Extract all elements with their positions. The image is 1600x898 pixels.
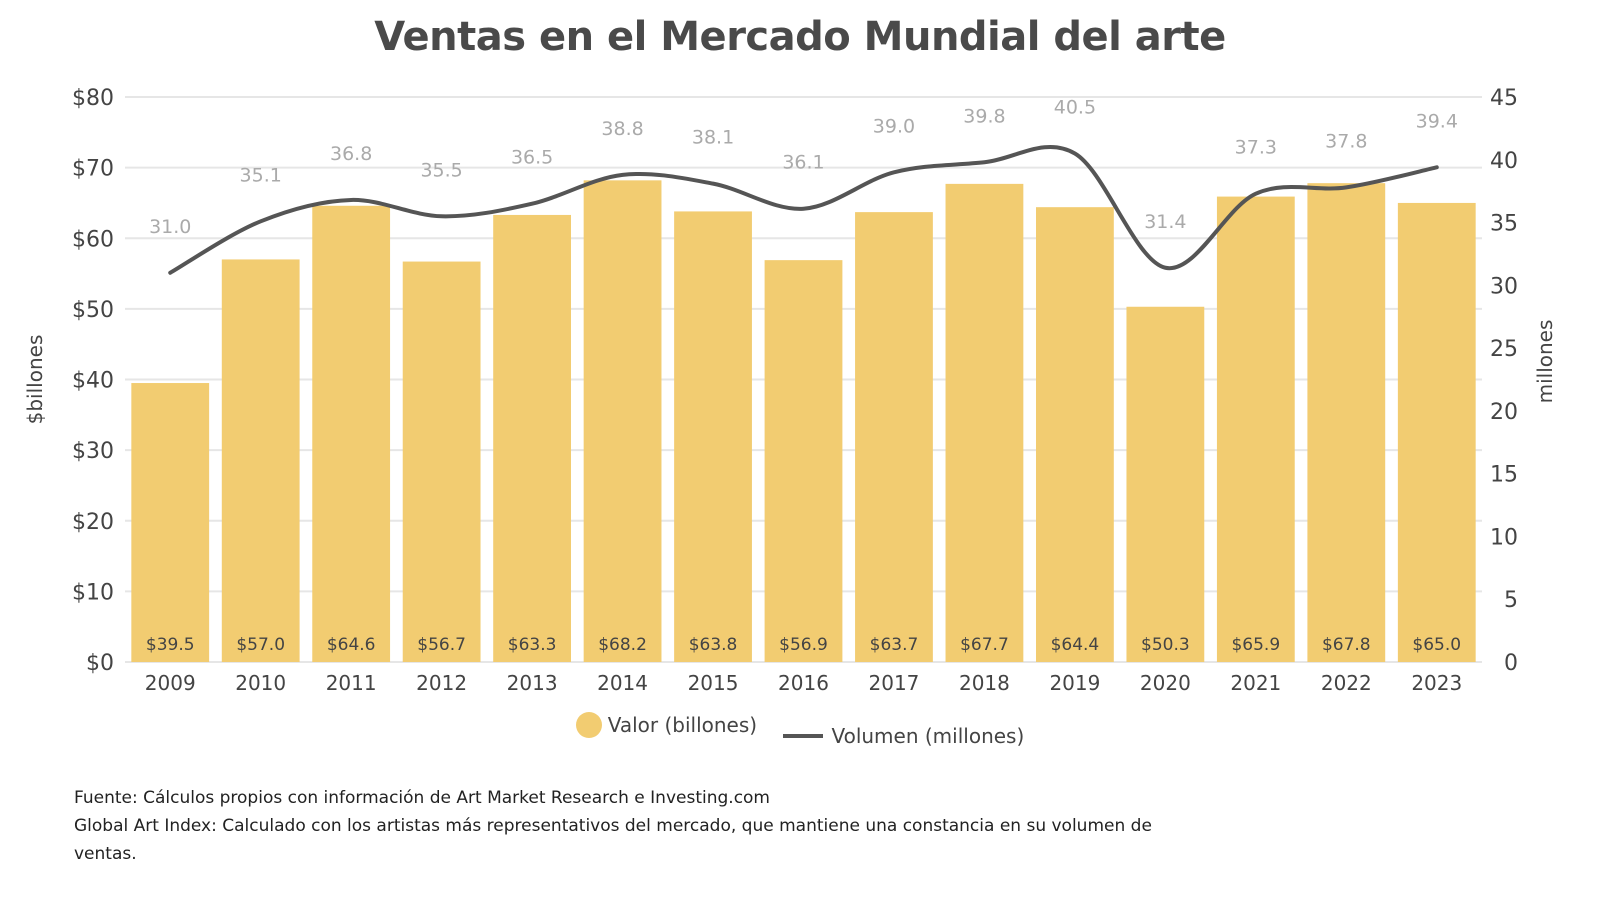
volume-line: [168, 144, 1439, 275]
y-tick-label: $0: [86, 651, 114, 676]
line-value-label: 38.1: [692, 127, 734, 149]
bar: [583, 180, 662, 662]
bar: [764, 260, 843, 662]
y-tick-label: $60: [72, 227, 114, 252]
x-tick-label: 2014: [597, 671, 648, 695]
y-tick-label: $30: [72, 439, 114, 464]
bar: [131, 383, 210, 662]
x-tick-label: 2011: [326, 671, 377, 695]
bar: [945, 183, 1024, 662]
bar-value-label: $63.3: [508, 635, 557, 655]
bar: [493, 214, 572, 662]
bar-value-label: $57.0: [236, 635, 285, 655]
bar: [1307, 183, 1386, 662]
bar: [1035, 207, 1114, 663]
x-tick-label: 2017: [869, 671, 920, 695]
y2-tick-label: 40: [1490, 149, 1518, 174]
bar: [1397, 202, 1476, 662]
x-tick-label: 2015: [688, 671, 739, 695]
x-tick-label: 2012: [416, 671, 467, 695]
bars: [131, 180, 1476, 663]
bar-value-label: $65.9: [1231, 635, 1280, 655]
legend-bar-swatch: [575, 712, 602, 738]
y2-tick-label: 25: [1490, 337, 1518, 362]
y2-tick-label: 45: [1490, 86, 1518, 111]
bar-value-label: $56.7: [417, 635, 466, 655]
bar-value-label: $63.8: [689, 635, 738, 655]
y-tick-label: $80: [72, 86, 114, 111]
line-value-label: 37.3: [1235, 137, 1277, 159]
y2-tick-label: 10: [1490, 525, 1518, 550]
legend-line-label: Volumen (millones): [831, 724, 1025, 748]
x-tick-label: 2019: [1049, 671, 1100, 695]
x-tick-label: 2023: [1411, 671, 1462, 695]
line-value-label: 39.8: [963, 105, 1005, 127]
line-value-label: 39.0: [873, 115, 915, 137]
footnote-source: Fuente: Cálculos propios con información…: [74, 788, 770, 808]
line-value-label: 37.8: [1325, 130, 1367, 152]
y-tick-label: $70: [72, 157, 114, 182]
x-tick-label: 2018: [959, 671, 1010, 695]
x-tick-label: 2010: [235, 671, 286, 695]
y2-tick-label: 5: [1504, 588, 1518, 613]
volume-line-path: [168, 144, 1439, 275]
bar-value-label: $64.4: [1051, 635, 1100, 655]
bar-value-label: $64.6: [327, 635, 376, 655]
legend-bar-label: Valor (billones): [607, 713, 758, 737]
y2-tick-label: 0: [1504, 651, 1518, 676]
legend-line-swatch: [783, 734, 824, 738]
y2-tick-label: 20: [1490, 400, 1518, 425]
legend-item-valor: Valor (billones): [575, 712, 758, 738]
line-value-label: 35.5: [420, 159, 462, 181]
line-value-label: 31.4: [1144, 211, 1186, 233]
x-tick-label: 2009: [145, 671, 196, 695]
line-value-label: 38.8: [601, 118, 643, 140]
x-tick-label: 2022: [1321, 671, 1372, 695]
y-tick-label: $40: [72, 369, 114, 394]
bar-value-label: $67.7: [960, 635, 1009, 655]
bar: [1216, 196, 1295, 663]
x-tick-label: 2021: [1230, 671, 1281, 695]
bar: [402, 261, 481, 662]
y-tick-label: $20: [72, 510, 114, 535]
y-tick-label: $50: [72, 298, 114, 323]
y2-tick-label: 15: [1490, 463, 1518, 488]
bar: [312, 205, 391, 662]
legend-item-volumen: Volumen (millones): [783, 724, 1024, 748]
bar: [855, 212, 933, 662]
line-value-label: 35.1: [240, 164, 282, 186]
bar: [674, 211, 752, 662]
line-value-label: 40.5: [1054, 97, 1096, 119]
line-value-label: 36.5: [511, 147, 553, 169]
chart-title: Ventas en el Mercado Mundial del arte: [374, 14, 1226, 60]
bar-value-label: $56.9: [779, 635, 828, 655]
x-tick-label: 2020: [1140, 671, 1191, 695]
y-tick-label: $10: [72, 580, 114, 605]
line-value-label: 31.0: [149, 216, 191, 238]
bar-value-label: $67.8: [1322, 635, 1371, 655]
bar-value-label: $63.7: [870, 635, 919, 655]
bar-value-label: $65.0: [1412, 635, 1461, 655]
y2-tick-label: 30: [1490, 274, 1518, 299]
data-labels: $39.5 $57.0 $64.6 $56.7 $63.3 $68.2 $63.8 $56.9…: [146, 97, 1461, 656]
bar-value-label: $39.5: [146, 635, 195, 655]
bar-value-label: $68.2: [598, 635, 647, 655]
x-tick-label: 2016: [778, 671, 829, 695]
bar: [221, 259, 300, 662]
bar: [1126, 306, 1205, 662]
y-axis-title: $billones: [23, 335, 47, 425]
legend: Valor (billones) Volumen (millones): [0, 712, 1600, 748]
line-value-label: 36.1: [782, 152, 824, 174]
footnotes: Fuente: Cálculos propios con información…: [74, 784, 1154, 868]
line-value-label: 36.8: [330, 143, 372, 165]
x-tick-label: 2013: [507, 671, 558, 695]
line-value-label: 39.4: [1416, 110, 1458, 132]
y2-tick-label: 35: [1490, 212, 1518, 237]
bar-value-label: $50.3: [1141, 635, 1190, 655]
footnote-note: Global Art Index: Calculado con los arti…: [74, 816, 1152, 864]
axes: $0 $10 $20 $30 $40 $50 $60 $70 $80 0 5 10 15 20 25 30 35…: [23, 86, 1557, 695]
y2-axis-title: millones: [1533, 320, 1557, 404]
